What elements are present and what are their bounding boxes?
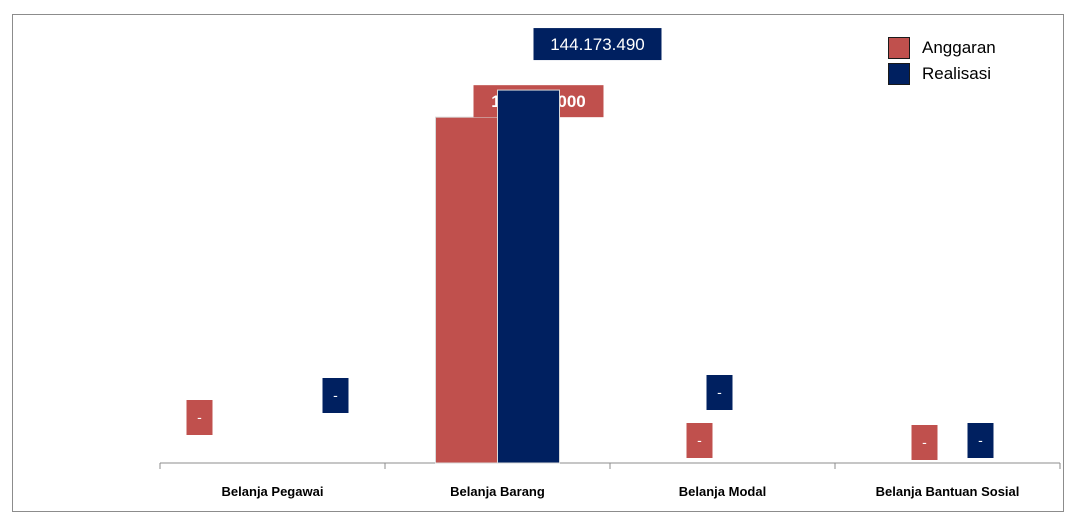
data-label-realisasi-belanja-pegawai: - <box>333 387 338 403</box>
legend-label-anggaran: Anggaran <box>922 38 996 57</box>
data-label-box-realisasi-belanja-bantuan-sosial <box>967 423 994 458</box>
legend-item-anggaran: Anggaran <box>888 35 1048 61</box>
category-label-belanja-modal: Belanja Modal <box>679 484 766 499</box>
data-label-realisasi-belanja-modal: - <box>717 384 722 400</box>
bar-anggaran-belanja-barang <box>435 116 498 464</box>
data-label-anggaran-belanja-bantuan-sosial: - <box>922 434 927 450</box>
legend: Anggaran Realisasi <box>888 35 1048 87</box>
data-label-box-anggaran-belanja-bantuan-sosial <box>911 425 938 460</box>
data-label-anggaran-belanja-pegawai: - <box>197 409 202 425</box>
data-label-box-anggaran-belanja-pegawai <box>186 400 213 435</box>
category-label-belanja-pegawai: Belanja Pegawai <box>222 484 324 499</box>
category-label-belanja-barang: Belanja Barang <box>450 484 545 499</box>
legend-item-realisasi: Realisasi <box>888 61 1048 87</box>
legend-swatch-anggaran <box>888 37 910 59</box>
data-label-box-realisasi-belanja-barang <box>533 28 662 61</box>
data-label-box-realisasi-belanja-pegawai <box>322 378 349 413</box>
category-label-belanja-bantuan-sosial: Belanja Bantuan Sosial <box>876 484 1020 499</box>
data-label-realisasi-belanja-bantuan-sosial: - <box>978 432 983 448</box>
data-label-realisasi-belanja-barang: 144.173.490 <box>550 35 645 54</box>
legend-label-realisasi: Realisasi <box>922 64 991 83</box>
data-label-anggaran-belanja-modal: - <box>697 432 702 448</box>
legend-swatch-realisasi <box>888 63 910 85</box>
bar-realisasi-belanja-barang <box>497 89 560 464</box>
data-label-box-anggaran-belanja-modal <box>686 423 713 458</box>
data-label-box-realisasi-belanja-modal <box>706 375 733 410</box>
